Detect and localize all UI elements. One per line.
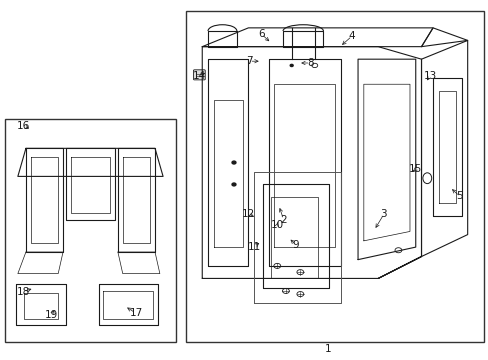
- Text: 19: 19: [44, 310, 58, 320]
- Circle shape: [232, 183, 235, 186]
- FancyBboxPatch shape: [193, 70, 205, 80]
- Text: 2: 2: [280, 215, 286, 225]
- Bar: [5, 119, 176, 342]
- Text: 12: 12: [241, 209, 255, 219]
- Text: 13: 13: [423, 71, 436, 81]
- Text: 7: 7: [245, 56, 252, 66]
- Bar: [185, 11, 483, 342]
- Text: 15: 15: [408, 164, 422, 174]
- Text: 18: 18: [17, 287, 30, 297]
- Text: 11: 11: [247, 242, 261, 252]
- Text: 14: 14: [192, 71, 205, 81]
- Circle shape: [290, 64, 292, 67]
- Text: 4: 4: [348, 31, 355, 41]
- Text: 9: 9: [292, 240, 299, 250]
- Text: 3: 3: [380, 209, 386, 219]
- Text: 8: 8: [306, 58, 313, 68]
- Text: 17: 17: [129, 308, 142, 318]
- Text: 16: 16: [17, 121, 30, 131]
- Text: 10: 10: [270, 220, 283, 230]
- Text: 1: 1: [324, 344, 330, 354]
- Circle shape: [232, 161, 235, 164]
- Text: 5: 5: [455, 191, 462, 201]
- Text: 6: 6: [258, 29, 264, 39]
